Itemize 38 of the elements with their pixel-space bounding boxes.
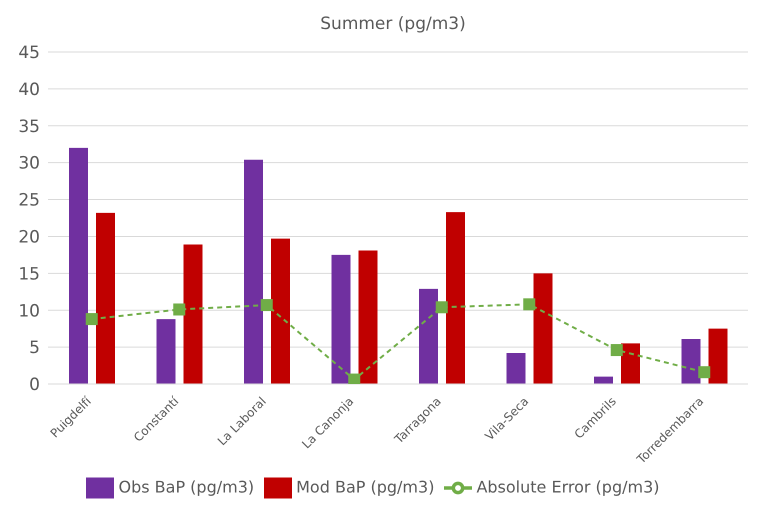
y-tick-label: 25 (18, 190, 40, 211)
point (348, 374, 360, 384)
y-tick-label: 15 (18, 264, 40, 284)
y-tick-label: 30 (18, 154, 40, 174)
bar (446, 212, 465, 384)
bar (332, 254, 350, 384)
legend-label: Mod BaP (pg/m3) (296, 477, 434, 496)
bar (506, 353, 526, 384)
bar (96, 212, 115, 384)
y-tick-label: 10 (18, 301, 40, 322)
legend-label: Absolute Error (pg/m3) (476, 477, 660, 496)
y-tick-label: 0 (29, 375, 40, 396)
bar (69, 148, 88, 384)
y-tick-label: 20 (18, 227, 40, 248)
point (698, 366, 710, 378)
bar (621, 343, 640, 384)
bar (358, 250, 378, 384)
y-tick-label: 40 (18, 80, 40, 100)
bar (534, 273, 552, 384)
bar (682, 338, 700, 384)
bar (271, 238, 290, 384)
bar (419, 288, 438, 384)
point (260, 299, 273, 312)
bar (184, 244, 202, 384)
point (173, 303, 186, 316)
point (436, 301, 448, 314)
chart-title: Summer (pg/m3) (319, 13, 467, 36)
bar (708, 328, 728, 384)
legend-label: Obs BaP (pg/m3) (118, 477, 254, 496)
y-tick-label: 35 (18, 116, 40, 137)
y-tick-label: 5 (29, 338, 40, 358)
point (523, 298, 536, 310)
bar (156, 319, 176, 384)
point (610, 344, 623, 356)
bar (594, 376, 613, 384)
bar (244, 160, 263, 384)
y-tick-label: 45 (18, 43, 40, 64)
point (86, 313, 98, 326)
